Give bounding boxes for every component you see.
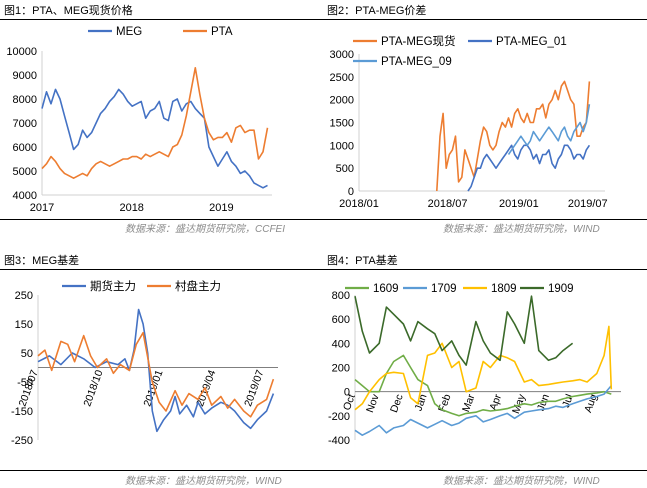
legend-label: 村盘主力 bbox=[175, 279, 221, 293]
y-tick-label: 3000 bbox=[330, 49, 354, 61]
legend-label: 期货主力 bbox=[90, 279, 136, 293]
x-tick-label: 2018/01 bbox=[339, 198, 379, 210]
series-line-1609 bbox=[354, 354, 612, 417]
series-line-- bbox=[37, 331, 275, 418]
legend-label: PTA-MEG_01 bbox=[496, 36, 567, 48]
x-tick-label: Dec bbox=[388, 393, 406, 415]
x-tick-label: 2018/07 bbox=[428, 198, 468, 210]
y-tick-label: 0 bbox=[344, 387, 350, 399]
y-tick-label: -200 bbox=[328, 411, 350, 423]
legend-label: 1609 bbox=[373, 283, 399, 295]
legend-label: PTA-MEG_09 bbox=[381, 56, 452, 68]
y-tick-label: -50 bbox=[17, 377, 33, 389]
y-tick-label: 1500 bbox=[330, 118, 354, 130]
title-rule-1 bbox=[0, 19, 323, 20]
y-tick-label: 5000 bbox=[13, 166, 37, 178]
source-note-2: 数据来源：盛达期货研究院，WIND bbox=[443, 224, 600, 235]
y-tick-label: 10000 bbox=[6, 46, 37, 58]
series-line-pta-meg-09 bbox=[507, 104, 591, 155]
y-tick-label: 200 bbox=[332, 363, 350, 375]
y-tick-label: 600 bbox=[332, 314, 350, 326]
y-tick-label: 8000 bbox=[13, 94, 37, 106]
series-line-1709 bbox=[354, 385, 612, 436]
y-tick-label: 4000 bbox=[13, 190, 37, 202]
chart-panel-pta-meg-price: 图1：PTA、MEG现货价格 4000 5000 6000 7000 8000 9000 1… bbox=[0, 0, 323, 244]
y-tick-label: 500 bbox=[336, 163, 354, 175]
chart-title-3: 图3：MEG基差 bbox=[4, 255, 80, 267]
y-tick-label: 50 bbox=[21, 348, 33, 360]
legend-label: 1709 bbox=[431, 283, 457, 295]
bottom-rule-1 bbox=[0, 219, 323, 220]
y-tick-label: 0 bbox=[348, 186, 354, 198]
x-tick-label: 2017 bbox=[30, 202, 54, 214]
source-note-1: 数据来源：盛达期货研究院，CCFEI bbox=[125, 224, 285, 235]
legend-label: PTA bbox=[211, 26, 233, 38]
series-line-pta-meg-01 bbox=[467, 144, 591, 192]
bottom-rule-2 bbox=[323, 219, 647, 220]
y-tick-label: -400 bbox=[328, 435, 350, 447]
series-line-meg bbox=[41, 88, 268, 189]
x-tick-label: 2019/01 bbox=[499, 198, 539, 210]
chart-panel-pta-meg-spread: 图2：PTA-MEG价差 0 500 1000 1500 2000 2500 3000 201… bbox=[323, 0, 647, 244]
title-rule-2 bbox=[323, 19, 647, 20]
chart-title-2: 图2：PTA-MEG价差 bbox=[327, 5, 427, 17]
source-note-3: 数据来源：盛达期货研究院，WIND bbox=[125, 476, 282, 487]
y-tick-label: 6000 bbox=[13, 142, 37, 154]
chart-title-1: 图1：PTA、MEG现货价格 bbox=[4, 5, 133, 17]
x-tick-label: 2019/07 bbox=[568, 198, 608, 210]
series-line-pta-meg- bbox=[436, 80, 591, 192]
x-tick-label: Oct bbox=[341, 393, 358, 413]
chart-panel-pta-basis: 图4：PTA基差 -400 -200 0 200 400 600 800 Oct Nov Dec J… bbox=[323, 244, 647, 488]
legend-label: 1909 bbox=[548, 283, 574, 295]
legend-label: 1809 bbox=[491, 283, 517, 295]
x-tick-label: 2018/10 bbox=[81, 368, 105, 408]
y-tick-label: 2500 bbox=[330, 72, 354, 84]
title-rule-4 bbox=[323, 269, 647, 270]
y-tick-label: -250 bbox=[11, 435, 33, 447]
x-tick-label: 2019/01 bbox=[141, 368, 165, 408]
x-tick-label: 2019 bbox=[209, 202, 233, 214]
series-line-1809 bbox=[354, 325, 613, 411]
chart-panel-meg-basis: 图3：MEG基差 -250 -150 -50 50 150 250 2018/07 2018/… bbox=[0, 244, 323, 488]
series-line-1909 bbox=[354, 295, 574, 366]
y-tick-label: 150 bbox=[15, 319, 33, 331]
source-note-4: 数据来源：盛达期货研究院，WIND bbox=[443, 476, 600, 487]
x-tick-label: Jan bbox=[413, 392, 430, 412]
y-tick-label: 9000 bbox=[13, 70, 37, 82]
title-rule-3 bbox=[0, 269, 323, 270]
x-tick-label: 2018 bbox=[119, 202, 143, 214]
y-tick-label: 250 bbox=[15, 290, 33, 302]
y-tick-label: 2000 bbox=[330, 95, 354, 107]
y-tick-label: 800 bbox=[332, 290, 350, 302]
x-tick-label: Apr bbox=[487, 392, 504, 412]
y-tick-label: -150 bbox=[11, 406, 33, 418]
chart-1-svg: 4000 5000 6000 7000 8000 9000 10000 2017 2018 201… bbox=[6, 26, 272, 214]
chart-2-svg: 0 500 1000 1500 2000 2500 3000 2018/01 2018/07 20… bbox=[330, 34, 608, 210]
series-line-pta bbox=[41, 66, 269, 179]
x-tick-label: Mar bbox=[460, 392, 478, 414]
legend-label: MEG bbox=[116, 26, 142, 38]
y-tick-label: 400 bbox=[332, 338, 350, 350]
y-tick-label: 7000 bbox=[13, 118, 37, 130]
bottom-rule-3 bbox=[0, 470, 323, 471]
chart-title-4: 图4：PTA基差 bbox=[327, 255, 398, 267]
bottom-rule-4 bbox=[323, 470, 647, 471]
y-tick-label: 1000 bbox=[330, 140, 354, 152]
legend-label: PTA-MEG现货 bbox=[381, 34, 456, 48]
